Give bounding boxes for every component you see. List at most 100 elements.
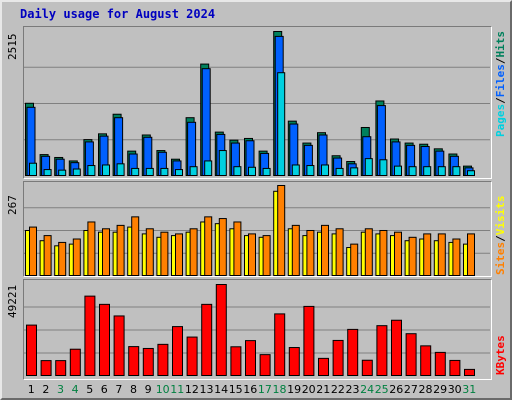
bar-kbytes: [84, 295, 96, 377]
bar-pages: [204, 160, 213, 176]
bar-kbytes: [376, 325, 388, 376]
bar-sites: [379, 229, 388, 277]
bar-kbytes: [128, 346, 140, 376]
bar-pages: [58, 169, 67, 176]
bar-pages: [321, 164, 329, 176]
bar-kbytes: [361, 359, 373, 376]
bar-pages: [394, 165, 402, 177]
x-tick-label: 8: [130, 383, 137, 396]
x-tick-label: 24: [360, 383, 374, 396]
x-tick-label: 17: [258, 383, 272, 396]
bar-sites: [335, 228, 344, 276]
bar-kbytes: [274, 313, 286, 377]
bar-sites: [248, 233, 256, 276]
bar-pages: [116, 163, 125, 176]
bar-sites: [437, 233, 446, 276]
bar-sites: [131, 216, 140, 276]
x-tick-label: 25: [375, 383, 389, 396]
bar-kbytes: [201, 303, 213, 376]
bar-kbytes: [245, 340, 256, 377]
bar-sites: [306, 229, 315, 277]
x-tick-label: 14: [214, 383, 228, 396]
bar-kbytes: [99, 303, 110, 376]
x-tick-label: 16: [243, 383, 257, 396]
bar-sites: [204, 216, 213, 276]
bar-pages: [277, 72, 286, 176]
bar-kbytes: [113, 315, 125, 377]
x-tick-label: 30: [448, 383, 462, 396]
x-tick-label: 26: [389, 383, 403, 396]
bar-sites: [58, 241, 67, 276]
bar-sites: [408, 236, 417, 276]
x-tick-label: 27: [404, 383, 418, 396]
x-tick-label: 2: [42, 383, 49, 396]
x-tick-label: 7: [115, 383, 122, 396]
bar-kbytes: [215, 284, 227, 376]
bar-sites: [189, 228, 198, 276]
x-tick-label: 21: [316, 383, 330, 396]
bar-kbytes: [288, 347, 300, 376]
x-tick-label: 19: [287, 383, 301, 396]
bar-pages: [233, 166, 242, 176]
bar-kbytes: [230, 346, 242, 376]
bar-kbytes: [347, 328, 359, 377]
bar-sites: [291, 224, 300, 276]
bar-pages: [306, 165, 315, 177]
bar-sites: [262, 235, 271, 276]
x-tick-label: 9: [145, 383, 152, 396]
bar-pages: [175, 169, 183, 177]
bar-pages: [423, 166, 432, 176]
bar-sites: [350, 243, 359, 276]
bar-pages: [335, 167, 344, 177]
bar-pages: [160, 167, 169, 177]
bar-kbytes: [69, 348, 81, 377]
bar-sites: [364, 228, 373, 276]
chart-title: Daily usage for August 2024: [20, 7, 216, 21]
x-tick-label: 22: [331, 383, 345, 396]
x-tick-label: 4: [72, 383, 79, 396]
x-tick-label: 10: [156, 383, 170, 396]
bar-kbytes: [259, 354, 271, 377]
x-tick-label: 29: [433, 383, 447, 396]
bar-kbytes: [303, 305, 315, 376]
bar-sites: [277, 185, 286, 276]
bar-sites: [87, 221, 96, 277]
bar-kbytes: [55, 360, 67, 376]
bar-pages: [350, 167, 359, 176]
bar-kbytes: [318, 357, 329, 377]
x-tick-label: 31: [462, 383, 476, 396]
bar-pages: [364, 158, 373, 177]
bar-pages: [218, 150, 227, 176]
bar-sites: [102, 228, 110, 276]
x-tick-label: 1: [28, 383, 35, 396]
bar-sites: [29, 226, 37, 276]
x-tick-label: 15: [229, 383, 243, 396]
bar-pages: [437, 166, 446, 176]
bar-pages: [262, 167, 271, 177]
x-tick-label: 20: [302, 383, 316, 396]
bar-pages: [43, 169, 52, 177]
bar-kbytes: [172, 326, 183, 377]
bar-kbytes: [420, 345, 432, 376]
bar-pages: [452, 166, 461, 176]
bar-pages: [102, 164, 110, 176]
bar-kbytes: [464, 368, 475, 376]
bar-sites: [175, 233, 183, 276]
bar-pages: [408, 166, 417, 176]
bar-sites: [116, 224, 125, 276]
bar-kbytes: [434, 351, 446, 376]
bar-sites: [233, 221, 242, 277]
sites-visits-panel: [23, 181, 492, 277]
hits-files-pages-panel: [23, 26, 492, 179]
bar-pages: [248, 166, 256, 176]
x-tick-label: 12: [185, 383, 199, 396]
bar-kbytes: [405, 333, 417, 377]
bar-pages: [467, 170, 475, 176]
bar-pages: [145, 167, 154, 177]
x-tick-label: 13: [200, 383, 214, 396]
bar-pages: [189, 166, 198, 176]
bar-sites: [321, 224, 329, 276]
bar-pages: [29, 162, 37, 176]
